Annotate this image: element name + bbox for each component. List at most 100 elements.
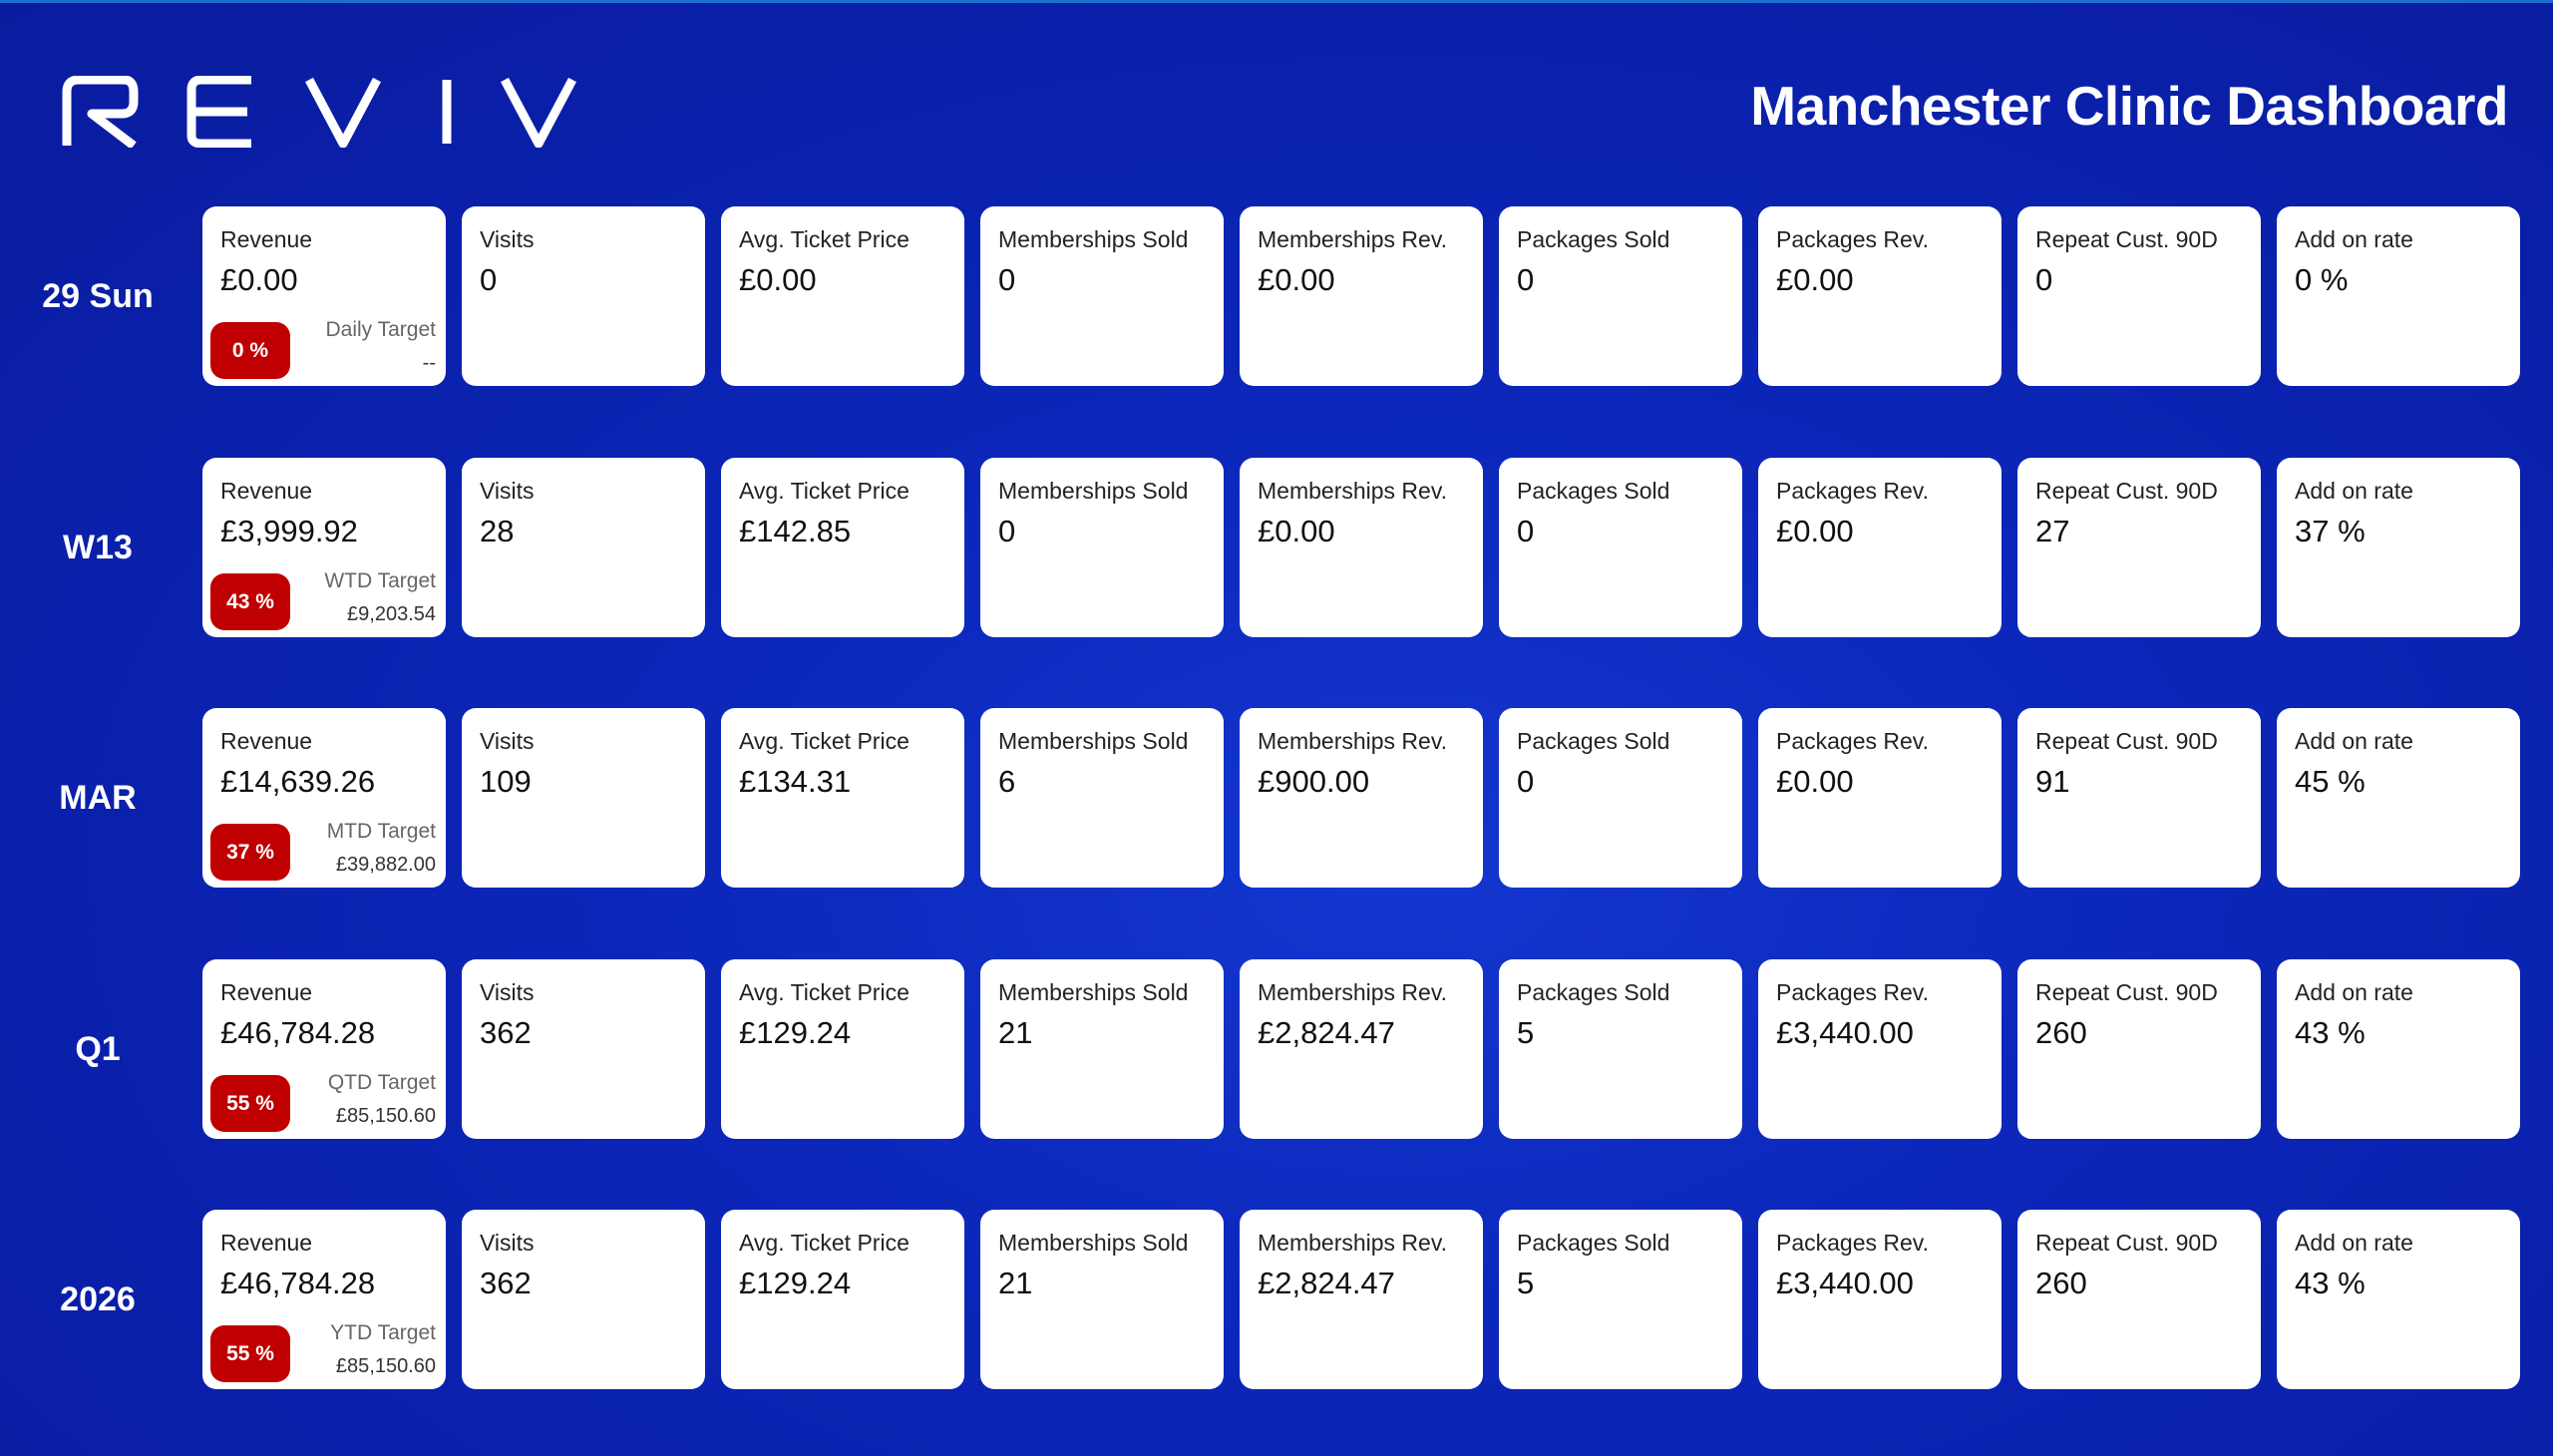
card-label: Memberships Rev.: [1258, 979, 1448, 1005]
metric-card[interactable]: Packages Sold 5: [1499, 1210, 1742, 1389]
card-label: Packages Rev.: [1776, 226, 1929, 252]
metric-card[interactable]: Visits 0: [462, 206, 705, 386]
metric-card[interactable]: Packages Rev. £0.00: [1758, 206, 2002, 386]
card-value: £129.24: [739, 1266, 852, 1300]
metric-card[interactable]: Repeat Cust. 90D 0: [2017, 206, 2261, 386]
card-value: £0.00: [739, 262, 817, 297]
metric-card[interactable]: Packages Rev. £0.00: [1758, 458, 2002, 637]
card-value: 0: [1517, 764, 1535, 799]
card-value: 5: [1517, 1015, 1535, 1050]
card-value: £0.00: [1776, 764, 1854, 799]
card-value: 45 %: [2295, 764, 2366, 799]
metric-card[interactable]: Visits 109: [462, 708, 705, 888]
metric-card[interactable]: Avg. Ticket Price £142.85: [721, 458, 964, 637]
card-label: Packages Sold: [1517, 979, 1670, 1005]
card-value: 362: [480, 1015, 532, 1050]
period-label: W13: [63, 528, 133, 566]
target-percent-badge: 37 %: [210, 824, 290, 881]
card-label: Memberships Sold: [998, 728, 1189, 754]
card-value: 43 %: [2295, 1015, 2366, 1050]
card-label: Repeat Cust. 90D: [2035, 226, 2218, 252]
metric-card[interactable]: Memberships Sold 0: [980, 206, 1224, 386]
kpi-row: 29 Sun Revenue £0.00 0 % Daily Target -- Visit…: [0, 206, 2553, 386]
metric-card[interactable]: Avg. Ticket Price £0.00: [721, 206, 964, 386]
card-value: 260: [2035, 1015, 2087, 1050]
metric-card[interactable]: Memberships Rev. £0.00: [1240, 206, 1483, 386]
card-label: Avg. Ticket Price: [739, 728, 910, 754]
revenue-card[interactable]: Revenue £3,999.92 43 % WTD Target £9,203.54: [202, 458, 446, 637]
revenue-card[interactable]: Revenue £46,784.28 55 % YTD Target £85,150.6…: [202, 1210, 446, 1389]
target-label: WTD Target: [324, 569, 436, 592]
card-label: Packages Sold: [1517, 1230, 1670, 1256]
metric-card[interactable]: Repeat Cust. 90D 27: [2017, 458, 2261, 637]
card-label: Revenue: [220, 1230, 313, 1256]
kpi-row: Q1 Revenue £46,784.28 55 % QTD Target £85,150…: [0, 959, 2553, 1139]
metric-card[interactable]: Add on rate 37 %: [2277, 458, 2520, 637]
metric-card[interactable]: Add on rate 43 %: [2277, 1210, 2520, 1389]
metric-card[interactable]: Repeat Cust. 90D 91: [2017, 708, 2261, 888]
metric-card[interactable]: Add on rate 45 %: [2277, 708, 2520, 888]
card-value: £3,999.92: [220, 514, 358, 548]
metric-card[interactable]: Memberships Sold 21: [980, 1210, 1224, 1389]
card-value: £14,639.26: [220, 764, 376, 799]
card-label: Add on rate: [2295, 1230, 2413, 1256]
metric-card[interactable]: Memberships Rev. £2,824.47: [1240, 1210, 1483, 1389]
target-value: £85,150.60: [335, 1105, 436, 1127]
card-label: Revenue: [220, 728, 313, 754]
metric-card[interactable]: Packages Rev. £0.00: [1758, 708, 2002, 888]
metric-card[interactable]: Packages Sold 0: [1499, 458, 1742, 637]
card-label: Visits: [480, 979, 535, 1005]
target-percent-badge: 0 %: [210, 322, 290, 379]
metric-card[interactable]: Memberships Rev. £2,824.47: [1240, 959, 1483, 1139]
metric-card[interactable]: Memberships Rev. £900.00: [1240, 708, 1483, 888]
metric-card[interactable]: Repeat Cust. 90D 260: [2017, 1210, 2261, 1389]
card-value: 362: [480, 1266, 532, 1300]
card-label: Memberships Rev.: [1258, 728, 1448, 754]
card-label: Packages Rev.: [1776, 478, 1929, 504]
card-label: Packages Rev.: [1776, 728, 1929, 754]
target-value: £39,882.00: [335, 854, 436, 876]
card-label: Add on rate: [2295, 478, 2413, 504]
card-value: £3,440.00: [1776, 1266, 1914, 1300]
metric-card[interactable]: Packages Sold 0: [1499, 206, 1742, 386]
card-label: Avg. Ticket Price: [739, 226, 910, 252]
metric-card[interactable]: Repeat Cust. 90D 260: [2017, 959, 2261, 1139]
metric-card[interactable]: Avg. Ticket Price £134.31: [721, 708, 964, 888]
metric-card[interactable]: Packages Rev. £3,440.00: [1758, 1210, 2002, 1389]
metric-card[interactable]: Visits 28: [462, 458, 705, 637]
card-label: Packages Sold: [1517, 728, 1670, 754]
revenue-card[interactable]: Revenue £14,639.26 37 % MTD Target £39,882.0…: [202, 708, 446, 888]
card-value: 0: [1517, 262, 1535, 297]
card-label: Visits: [480, 478, 535, 504]
target-percent-badge: 55 %: [210, 1075, 290, 1132]
card-label: Add on rate: [2295, 226, 2413, 252]
metric-card[interactable]: Memberships Sold 6: [980, 708, 1224, 888]
card-value: £0.00: [1258, 262, 1335, 297]
metric-card[interactable]: Packages Sold 5: [1499, 959, 1742, 1139]
period-label: 2026: [60, 1279, 136, 1318]
card-label: Avg. Ticket Price: [739, 1230, 910, 1256]
kpi-row: W13 Revenue £3,999.92 43 % WTD Target £9,203.…: [0, 458, 2553, 637]
metric-card[interactable]: Memberships Sold 21: [980, 959, 1224, 1139]
card-label: Repeat Cust. 90D: [2035, 1230, 2218, 1256]
metric-card[interactable]: Packages Sold 0: [1499, 708, 1742, 888]
metric-card[interactable]: Packages Rev. £3,440.00: [1758, 959, 2002, 1139]
metric-card[interactable]: Add on rate 43 %: [2277, 959, 2520, 1139]
metric-card[interactable]: Avg. Ticket Price £129.24: [721, 1210, 964, 1389]
revenue-card[interactable]: Revenue £46,784.28 55 % QTD Target £85,150.6…: [202, 959, 446, 1139]
page-title: Manchester Clinic Dashboard: [1750, 75, 2508, 137]
metric-card[interactable]: Add on rate 0 %: [2277, 206, 2520, 386]
metric-card[interactable]: Memberships Sold 0: [980, 458, 1224, 637]
card-label: Visits: [480, 1230, 535, 1256]
card-value: 0: [998, 262, 1016, 297]
metric-card[interactable]: Visits 362: [462, 1210, 705, 1389]
card-label: Visits: [480, 728, 535, 754]
revenue-card[interactable]: Revenue £0.00 0 % Daily Target --: [202, 206, 446, 386]
metric-card[interactable]: Memberships Rev. £0.00: [1240, 458, 1483, 637]
card-value: £3,440.00: [1776, 1015, 1914, 1050]
metric-card[interactable]: Avg. Ticket Price £129.24: [721, 959, 964, 1139]
card-value: 109: [480, 764, 532, 799]
card-value: £0.00: [1776, 262, 1854, 297]
target-label: MTD Target: [326, 820, 436, 843]
metric-card[interactable]: Visits 362: [462, 959, 705, 1139]
